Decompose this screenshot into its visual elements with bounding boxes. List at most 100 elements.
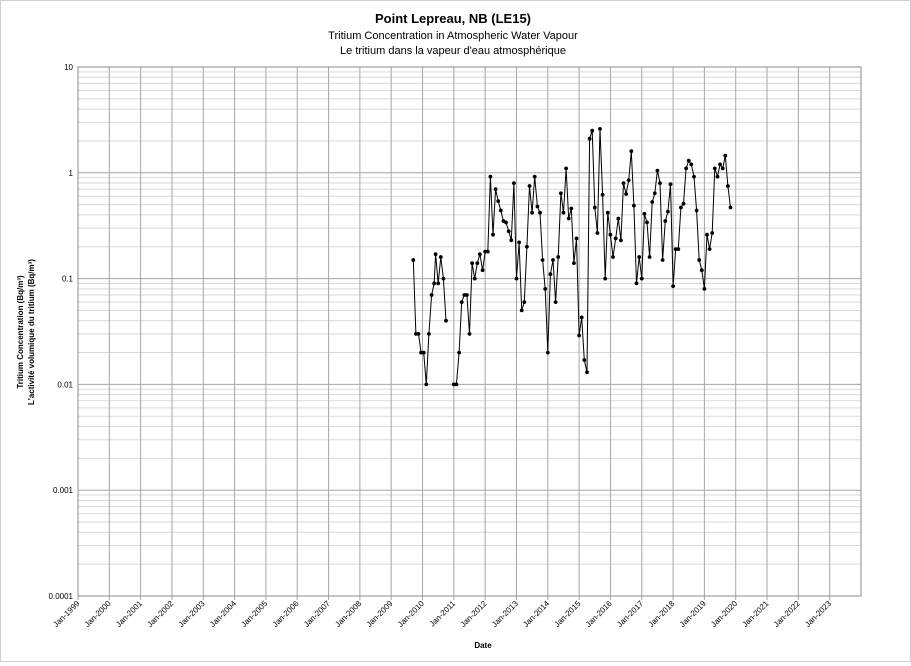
data-point [676, 247, 681, 252]
x-tick-label: Jan-2021 [741, 599, 771, 629]
data-point [577, 333, 581, 338]
data-point [525, 244, 529, 249]
data-point [645, 220, 649, 225]
data-point [619, 238, 623, 243]
data-point [414, 332, 418, 336]
data-point [634, 281, 639, 286]
data-point [561, 210, 566, 215]
data-point [509, 238, 514, 243]
data-point [496, 199, 501, 204]
chart-title: Point Lepreau, NB (LE15) [375, 11, 531, 26]
x-tick-label: Jan-2006 [271, 599, 301, 629]
data-point [699, 268, 704, 273]
data-point [429, 293, 434, 297]
x-axis-label: Date [474, 641, 492, 650]
x-tick-label: Jan-2010 [396, 599, 426, 629]
data-point [519, 308, 524, 313]
data-point [457, 350, 461, 355]
data-point [454, 382, 459, 387]
data-point [626, 178, 631, 183]
series-line [453, 128, 731, 385]
data-point [587, 136, 592, 141]
x-tick-label: Jan-2017 [615, 599, 645, 629]
data-point [723, 153, 728, 158]
data-point [564, 166, 568, 171]
data-point [532, 174, 537, 179]
data-point [527, 184, 532, 188]
data-point [548, 272, 553, 277]
data-point [663, 219, 668, 223]
y-tick-label: 1 [69, 169, 74, 178]
x-tick-label: Jan-2007 [302, 599, 332, 629]
data-point [545, 350, 550, 355]
data-point [681, 201, 686, 206]
data-point [574, 236, 579, 241]
data-point [421, 350, 426, 355]
data-point [582, 358, 587, 362]
data-point [605, 210, 610, 215]
y-tick-label: 0.0001 [49, 592, 74, 601]
data-point [543, 287, 548, 291]
chart-subtitle-en: Tritium Concentration in Atmospheric Wat… [328, 30, 578, 42]
data-point [600, 192, 605, 197]
data-point [720, 166, 725, 171]
y-tick-label: 0.1 [62, 275, 74, 284]
data-point [553, 300, 558, 304]
data-point [715, 174, 720, 179]
data-point [632, 203, 636, 208]
x-tick-label: Jan-2020 [709, 599, 739, 629]
x-tick-label: Jan-2011 [428, 599, 458, 629]
data-point [416, 332, 421, 336]
data-point [671, 284, 675, 288]
data-point [535, 204, 540, 209]
x-tick-label: Jan-2001 [114, 599, 144, 629]
data-point [624, 192, 628, 196]
data-point [712, 166, 717, 171]
data-point [603, 276, 608, 281]
data-point [697, 258, 702, 262]
data-point [478, 252, 482, 257]
x-tick-label: Jan-2014 [521, 599, 551, 629]
data-point [491, 232, 495, 237]
data-point [668, 182, 673, 187]
data-point [689, 162, 694, 167]
data-point [592, 205, 597, 210]
y-axis-label: Tritium Concentration (Bq/m³) L'activité… [16, 259, 36, 405]
data-point [679, 205, 683, 210]
data-point [512, 181, 516, 186]
x-tick-label: Jan-2009 [365, 599, 395, 629]
data-point [652, 191, 657, 196]
data-point [728, 205, 733, 210]
data-point [488, 174, 493, 179]
data-point [673, 247, 678, 252]
chart-subtitle-fr: Le tritium dans la vapeur d'eau atmosphé… [340, 45, 566, 57]
data-point [595, 231, 600, 235]
data-point [650, 200, 655, 204]
data-point [517, 240, 521, 245]
data-point [419, 350, 423, 355]
data-point [438, 255, 443, 259]
data-point [616, 216, 621, 221]
data-point [637, 255, 642, 259]
x-tick-label: Jan-2015 [553, 599, 583, 629]
data-point [707, 247, 712, 252]
data-point [441, 276, 446, 281]
data-point [514, 276, 519, 281]
data-point [579, 315, 584, 320]
data-point [655, 168, 660, 173]
x-tick-label: Jan-2008 [333, 599, 363, 629]
data-point [530, 210, 534, 215]
data-point [470, 261, 474, 265]
x-tick-label: Jan-2002 [145, 599, 175, 629]
data-point [569, 206, 574, 211]
data-point [613, 236, 618, 241]
data-point [411, 258, 416, 262]
data-point [585, 370, 589, 375]
data-point [551, 258, 555, 262]
data-point [598, 127, 602, 131]
data-point [433, 252, 438, 257]
data-point [660, 258, 665, 262]
plot-area-border [77, 66, 862, 597]
data-point [705, 232, 709, 237]
